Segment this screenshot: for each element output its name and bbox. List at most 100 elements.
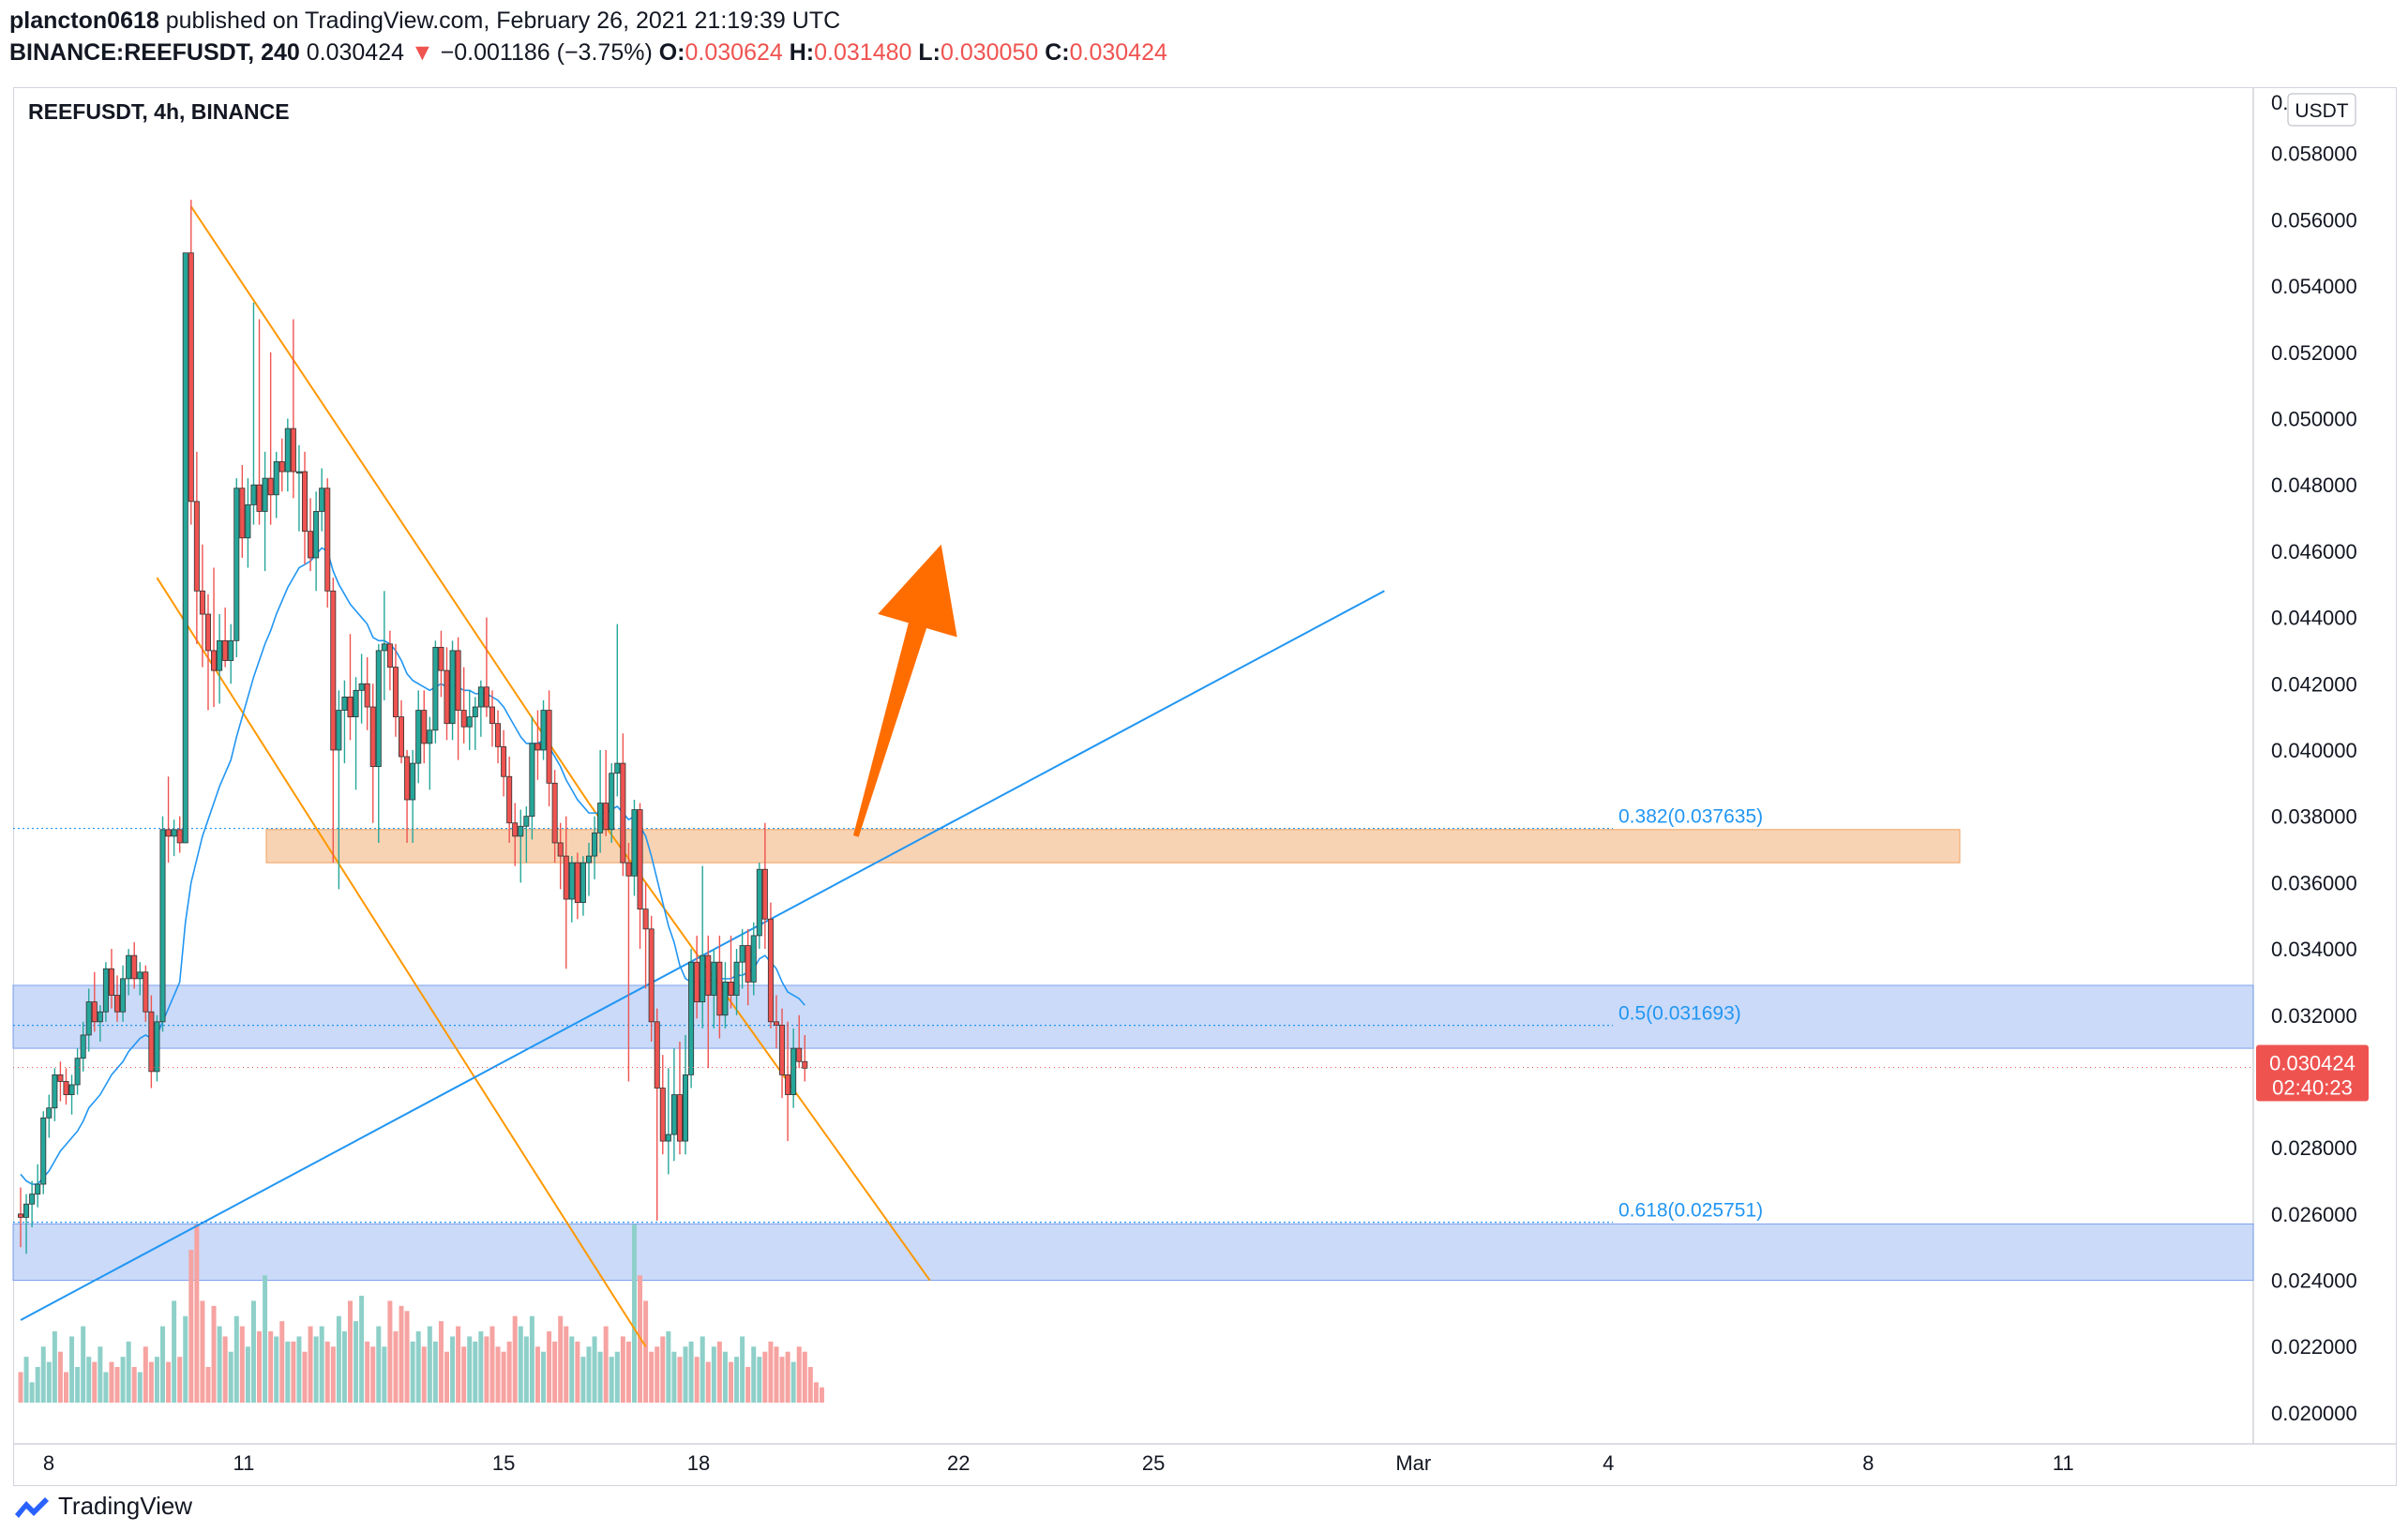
candle-body <box>358 683 365 691</box>
candle-body <box>722 982 729 1016</box>
volume-bar <box>655 1346 660 1403</box>
volume-bar <box>239 1326 245 1403</box>
candle-body <box>796 1047 803 1062</box>
candle-body <box>642 909 649 930</box>
volume-bar <box>319 1326 324 1403</box>
candle-body <box>85 1001 92 1036</box>
zone-resistance <box>265 829 1961 864</box>
candle-body <box>159 829 166 1023</box>
symbol-label: BINANCE:REEFUSDT, 240 <box>9 39 300 66</box>
candle-body <box>364 683 370 708</box>
volume-bar <box>427 1326 432 1403</box>
candle-body <box>347 697 354 718</box>
volume-bar <box>609 1357 614 1403</box>
volume-bar <box>745 1367 751 1403</box>
candle-body <box>432 646 439 731</box>
candle-body <box>750 935 757 983</box>
volume-bar <box>137 1372 143 1403</box>
volume-bar <box>785 1351 790 1403</box>
candle-body <box>728 982 734 996</box>
publish-info: plancton0618 published on TradingView.co… <box>9 8 840 35</box>
fib-label: 0.382(0.037635) <box>1618 806 1763 828</box>
candle-body <box>421 710 428 744</box>
candle-body <box>477 686 484 708</box>
candle-body <box>586 855 593 864</box>
volume-bar <box>63 1372 68 1403</box>
candle-body <box>63 1081 69 1095</box>
fib-label: 0.5(0.031693) <box>1618 1003 1741 1025</box>
volume-bar <box>222 1336 228 1403</box>
candle-body <box>199 590 205 615</box>
volume-bar <box>614 1351 620 1403</box>
candle-body <box>745 945 751 983</box>
volume-bar <box>52 1331 57 1403</box>
candle-body <box>295 471 302 473</box>
volume-bar <box>740 1336 745 1403</box>
candle-body <box>399 716 405 758</box>
candle-body <box>637 809 643 910</box>
y-tick-label: 0.026000 <box>2271 1203 2357 1226</box>
volume-bar <box>501 1351 506 1403</box>
volume-bar <box>415 1331 421 1403</box>
volume-bar <box>291 1341 296 1403</box>
candle-body <box>97 1011 103 1023</box>
symbol-info: BINANCE:REEFUSDT, 240 0.030424 ▼ −0.0011… <box>9 39 1167 67</box>
last-price: 0.030424 <box>306 39 405 66</box>
candle-body <box>472 706 478 718</box>
volume-bar <box>819 1387 824 1403</box>
last-price-tag <box>2256 1044 2369 1102</box>
candle-body <box>534 743 541 751</box>
volume-bar <box>279 1321 285 1403</box>
candle-body <box>631 809 638 877</box>
candle-body <box>579 862 586 903</box>
volume-bar <box>467 1336 473 1403</box>
volume-bar <box>768 1341 774 1403</box>
candle-body <box>143 971 149 1013</box>
volume-bar <box>69 1336 75 1403</box>
author-name[interactable]: plancton0618 <box>9 8 159 34</box>
candle-body <box>392 667 399 718</box>
tradingview-logo[interactable]: TradingView <box>13 1492 192 1521</box>
candle-body <box>381 643 387 652</box>
y-tick-label: 0.052000 <box>2271 341 2357 365</box>
volume-bar <box>188 1250 194 1403</box>
candle-body <box>773 1021 779 1026</box>
volume-bar <box>444 1351 449 1403</box>
currency-button[interactable] <box>2287 93 2356 127</box>
volume-bar <box>762 1351 768 1403</box>
volume-bar <box>671 1351 677 1403</box>
x-tick-label: 8 <box>43 1451 54 1475</box>
candle-body <box>568 862 575 900</box>
candle-body <box>625 862 632 877</box>
down-triangle-icon: ▼ <box>410 39 434 66</box>
volume-bar <box>700 1336 705 1403</box>
candle-body <box>592 832 598 857</box>
candle-body <box>427 729 433 744</box>
volume-bar <box>365 1341 370 1403</box>
candle-body <box>563 855 569 900</box>
candle-body <box>40 1117 47 1185</box>
volume-bar <box>347 1300 353 1403</box>
y-tick-label: 0.054000 <box>2271 275 2357 298</box>
volume-bar <box>194 1224 200 1403</box>
close-label: C: <box>1045 39 1070 66</box>
volume-bar <box>751 1346 757 1403</box>
candle-body <box>501 746 507 777</box>
volume-bar <box>23 1357 29 1403</box>
volume-bar <box>359 1296 365 1403</box>
candle-body <box>711 961 717 996</box>
y-tick-label: 0.038000 <box>2271 805 2357 829</box>
volume-bar <box>103 1372 109 1403</box>
candle-body <box>330 590 337 751</box>
candle-body <box>193 501 200 592</box>
tradingview-brand: TradingView <box>58 1491 193 1520</box>
volume-bar <box>534 1346 540 1403</box>
y-tick-label: 0.042000 <box>2271 672 2357 696</box>
candle-body <box>211 650 218 671</box>
candle-body <box>551 782 558 844</box>
x-tick-label: 11 <box>2053 1451 2074 1475</box>
volume-bar <box>716 1341 722 1403</box>
y-tick-label: 0.058000 <box>2271 143 2357 166</box>
candle-body <box>438 646 444 671</box>
